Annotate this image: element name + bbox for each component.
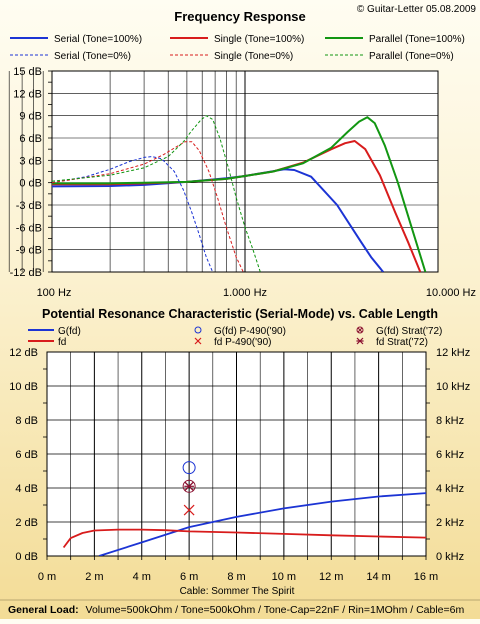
footer-text: General Load: Volume=500kOhm / Tone=500k… <box>8 604 464 616</box>
top-x-tick-label: 100 Hz <box>37 287 72 299</box>
bottom-left-tick-label: 0 dB <box>15 551 38 563</box>
top-legend-label: Serial (Tone=0%) <box>54 51 131 62</box>
bottom-x-tick-label: 14 m <box>366 571 390 583</box>
top-chart-title: Frequency Response <box>174 9 306 24</box>
top-y-tick-label: 15 dB <box>13 66 42 78</box>
top-x-tick-label: 1.000 Hz <box>223 287 267 299</box>
top-y-tick-label: -9 dB <box>16 245 42 257</box>
series-line-parallel-tone-0 <box>52 115 261 272</box>
top-x-tick-label: 10.000 Hz <box>426 287 476 299</box>
bottom-right-tick-label: 8 kHz <box>436 415 464 427</box>
top-y-tick-label: -6 dB <box>16 222 42 234</box>
top-chart-y-tick-labels: 15 dB 12 dB 9 dB 6 dB 3 dB 0 dB -3 dB -6 dB -9 d… <box>10 66 42 279</box>
bottom-left-tick-label: 12 dB <box>9 347 38 359</box>
top-chart-plot <box>8 70 439 273</box>
top-legend-label: Single (Tone=0%) <box>214 51 293 62</box>
top-plot-frame <box>51 70 439 273</box>
bottom-right-tick-label: 0 kHz <box>436 551 464 563</box>
top-y-tick-label: 0 dB <box>19 178 42 190</box>
top-chart-legend: Serial (Tone=100%) Single (Tone=100%) Para… <box>10 34 465 62</box>
bottom-right-tick-label: 4 kHz <box>436 483 464 495</box>
bottom-legend-label: G(fd) <box>58 326 81 337</box>
series-line-g-fd <box>98 492 426 556</box>
bottom-chart-right-tick-labels: 12 kHz 10 kHz 8 kHz 6 kHz 4 kHz 2 kHz 0 kHz <box>436 347 470 563</box>
top-series-group <box>52 115 427 272</box>
marker-fd-p-490-90 <box>183 504 195 516</box>
top-y-tick-label: -12 dB <box>10 267 42 279</box>
bottom-left-tick-label: 4 dB <box>15 483 38 495</box>
bottom-x-tick-label: 8 m <box>227 571 245 583</box>
bottom-x-tick-label: 0 m <box>38 571 56 583</box>
bottom-legend-marker <box>356 337 364 345</box>
top-y-tick-label: 6 dB <box>19 133 42 145</box>
top-chart-x-tick-labels: 100 Hz 1.000 Hz 10.000 Hz <box>37 287 476 299</box>
bottom-legend-marker <box>194 326 202 334</box>
bottom-chart-legend: G(fd) G(fd) P-490('90) G(fd) Strat('72) fd f… <box>28 326 442 348</box>
bottom-left-tick-label: 10 dB <box>9 381 38 393</box>
top-legend-label: Parallel (Tone=100%) <box>369 34 465 45</box>
footer-load-values: Volume=500kOhm / Tone=500kOhm / Tone-Cap… <box>86 604 465 616</box>
bottom-chart-plot <box>43 351 430 560</box>
bottom-x-tick-label: 4 m <box>133 571 151 583</box>
bottom-left-tick-label: 6 dB <box>15 449 38 461</box>
top-y-tick-label: 12 dB <box>13 88 42 100</box>
bottom-chart-left-tick-labels: 12 dB 10 dB 8 dB 6 dB 4 dB 2 dB 0 dB <box>9 347 38 563</box>
bottom-legend-label: fd Strat('72) <box>376 337 428 348</box>
bottom-x-tick-label: 12 m <box>319 571 343 583</box>
bottom-left-tick-label: 2 dB <box>15 517 38 529</box>
bottom-legend-marker <box>356 326 364 334</box>
top-legend-label: Single (Tone=100%) <box>214 34 304 45</box>
bottom-right-tick-label: 12 kHz <box>436 347 470 359</box>
marker-fd-strat-72 <box>184 481 194 491</box>
series-line-parallel-tone-100 <box>52 116 427 272</box>
series-line-single-tone-0 <box>52 141 244 272</box>
copyright-text: © Guitar-Letter 05.08.2009 <box>357 4 477 15</box>
top-legend-label: Parallel (Tone=0%) <box>369 51 454 62</box>
top-legend-label: Serial (Tone=100%) <box>54 34 142 45</box>
bottom-legend-label: fd P-490('90) <box>214 337 272 348</box>
bottom-x-tick-label: 2 m <box>85 571 103 583</box>
marker-g-fd-p-490-90 <box>182 461 196 475</box>
bottom-right-tick-label: 2 kHz <box>436 517 464 529</box>
top-y-tick-label: -3 dB <box>16 200 42 212</box>
bottom-plot-frame <box>46 351 427 557</box>
bottom-x-tick-label: 16 m <box>414 571 438 583</box>
bottom-left-tick-label: 8 dB <box>15 415 38 427</box>
bottom-chart-x-label: Cable: Sommer The Spirit <box>180 586 295 597</box>
bottom-legend-label: G(fd) P-490('90) <box>214 326 286 337</box>
footer-label: General Load: <box>8 604 79 616</box>
top-y-tick-label: 3 dB <box>19 155 42 167</box>
bottom-right-tick-label: 6 kHz <box>436 449 464 461</box>
bottom-legend-label: fd <box>58 337 66 348</box>
bottom-x-tick-label: 10 m <box>272 571 296 583</box>
bottom-legend-marker <box>194 337 202 345</box>
bottom-right-tick-label: 10 kHz <box>436 381 470 393</box>
bottom-x-tick-label: 6 m <box>180 571 198 583</box>
bottom-legend-label: G(fd) Strat('72) <box>376 326 442 337</box>
top-y-tick-label: 9 dB <box>19 111 42 123</box>
bottom-series-group <box>62 492 426 556</box>
bottom-chart-x-tick-labels: 0 m 2 m 4 m 6 m 8 m 10 m 12 m 14 m 16 m <box>38 571 438 583</box>
series-line-fd <box>62 528 426 549</box>
bottom-chart-title: Potential Resonance Characteristic (Seri… <box>42 307 438 321</box>
